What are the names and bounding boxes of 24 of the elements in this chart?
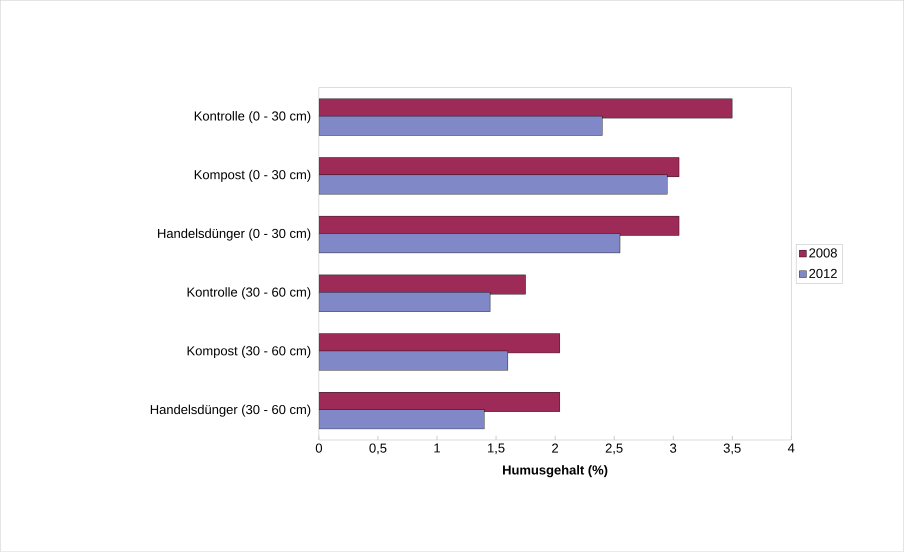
bar (318, 116, 602, 136)
x-tick-label: 0,5 (369, 444, 386, 454)
x-tick-label: 4 (788, 444, 794, 453)
bar (318, 350, 508, 371)
bar (318, 292, 490, 312)
y-tick-label: Kontrolle (30 - 60 cm) (188, 287, 310, 300)
x-tick-label: 1,5 (488, 444, 504, 454)
x-tick-label: 0 (316, 444, 322, 453)
legend-label: 2008 (809, 248, 837, 258)
y-tick-label: Kompost (0 - 30 cm) (194, 170, 310, 182)
x-axis-title: Humusgehalt (%) (503, 465, 608, 478)
x-tick-label: 1 (434, 444, 440, 453)
x-tick-label: 3 (670, 444, 676, 453)
x-tick-label: 3,5 (724, 444, 741, 454)
legend-label: 2012 (809, 268, 837, 278)
bar (318, 233, 620, 254)
y-tick-label: Kontrolle (0 - 30 cm) (194, 111, 310, 124)
bar (318, 410, 484, 430)
y-tick-label: Handelsdünger (30 - 60 cm) (150, 404, 310, 417)
x-tick-label: 2 (552, 444, 558, 453)
bar (318, 174, 668, 195)
y-tick-label: Kompost (30 - 60 cm) (188, 346, 310, 358)
x-tick-label: 2,5 (606, 444, 623, 454)
y-tick-label: Handelsdünger (0 - 30 cm) (158, 228, 310, 241)
